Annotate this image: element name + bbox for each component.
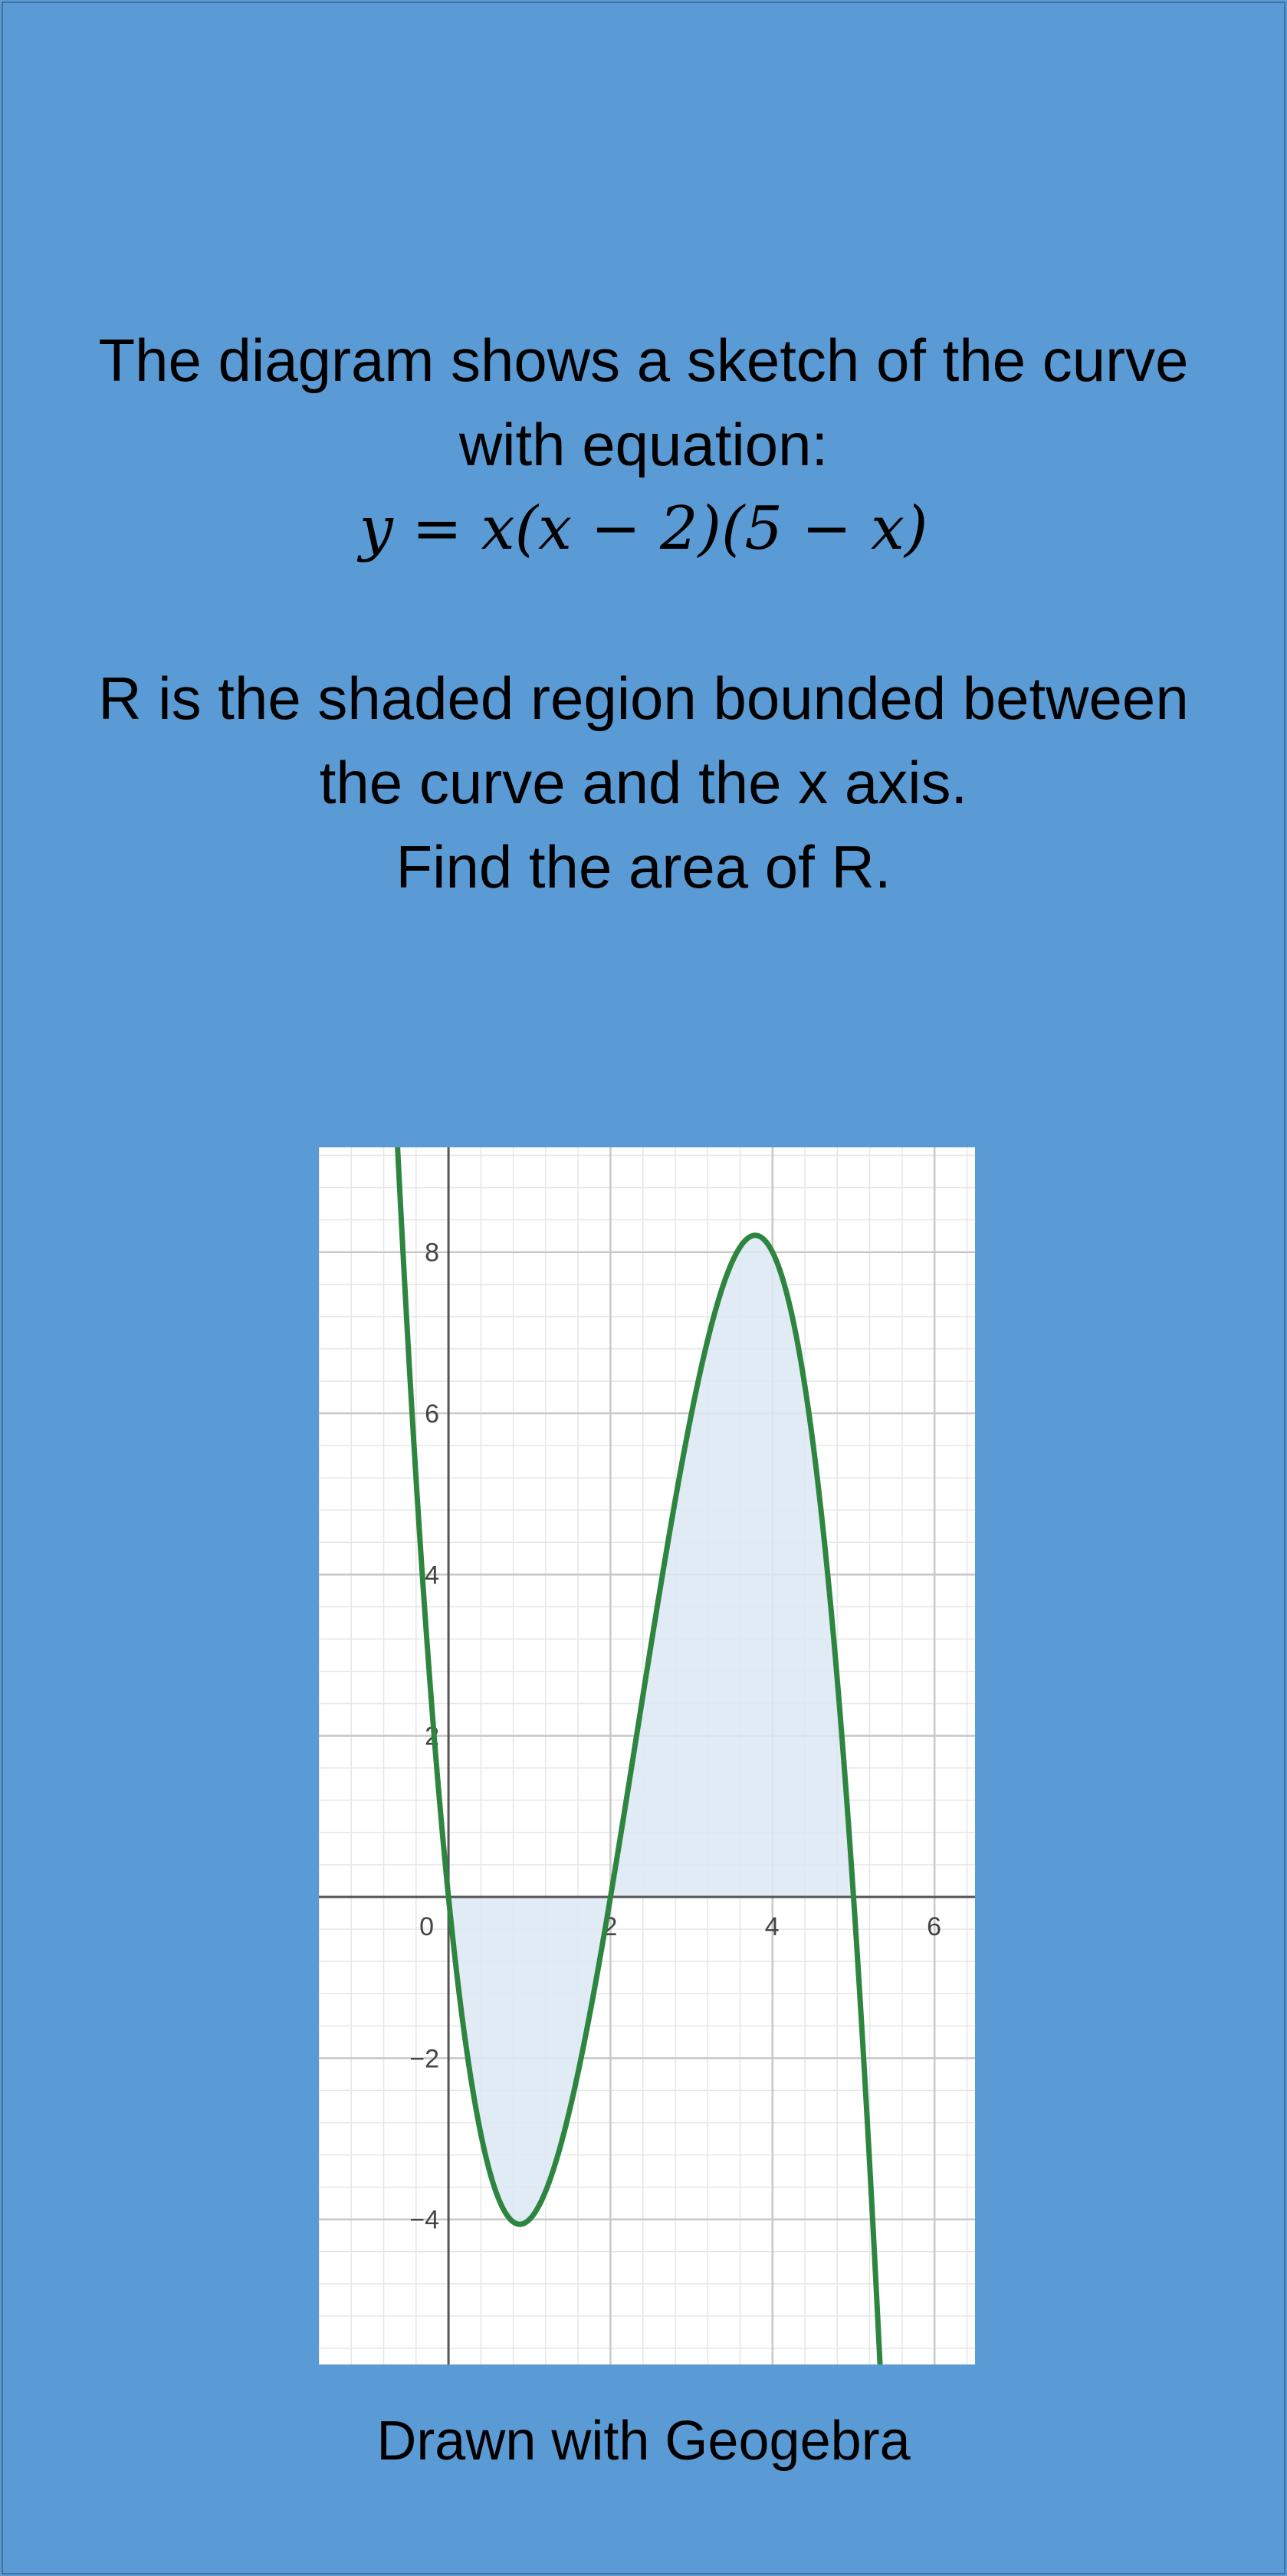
graph-panel: 0 2 4 6 −4 −2 2 4 6 8 [318,1112,975,2403]
task-line-2: the curve and the x axis. [319,749,968,816]
y-tick-label: 4 [425,1560,439,1590]
task-line-1: R is the shaded region bounded between [98,665,1189,732]
y-tick-label: −4 [409,2206,439,2235]
question-line-2: with equation: [458,411,829,478]
question-line-1: The diagram shows a sketch of the curve [98,327,1189,394]
y-tick-label: 8 [425,1239,439,1268]
equation: y = x(x − 2)(5 − x) [359,494,928,563]
curve [392,1112,885,2403]
caption: Drawn with Geogebra [376,2410,911,2472]
task-text: R is the shaded region bounded between t… [0,656,1287,909]
y-tick-label: 6 [425,1400,439,1429]
x-tick-label: 4 [765,1912,780,1941]
tick-label-origin: 0 [419,1912,434,1941]
task-line-3: Find the area of R. [396,833,891,901]
x-tick-label: 6 [927,1912,941,1941]
question-text: The diagram shows a sketch of the curve … [0,318,1287,571]
shaded-region-r [448,1235,854,2225]
y-tick-label: −2 [409,2044,439,2073]
